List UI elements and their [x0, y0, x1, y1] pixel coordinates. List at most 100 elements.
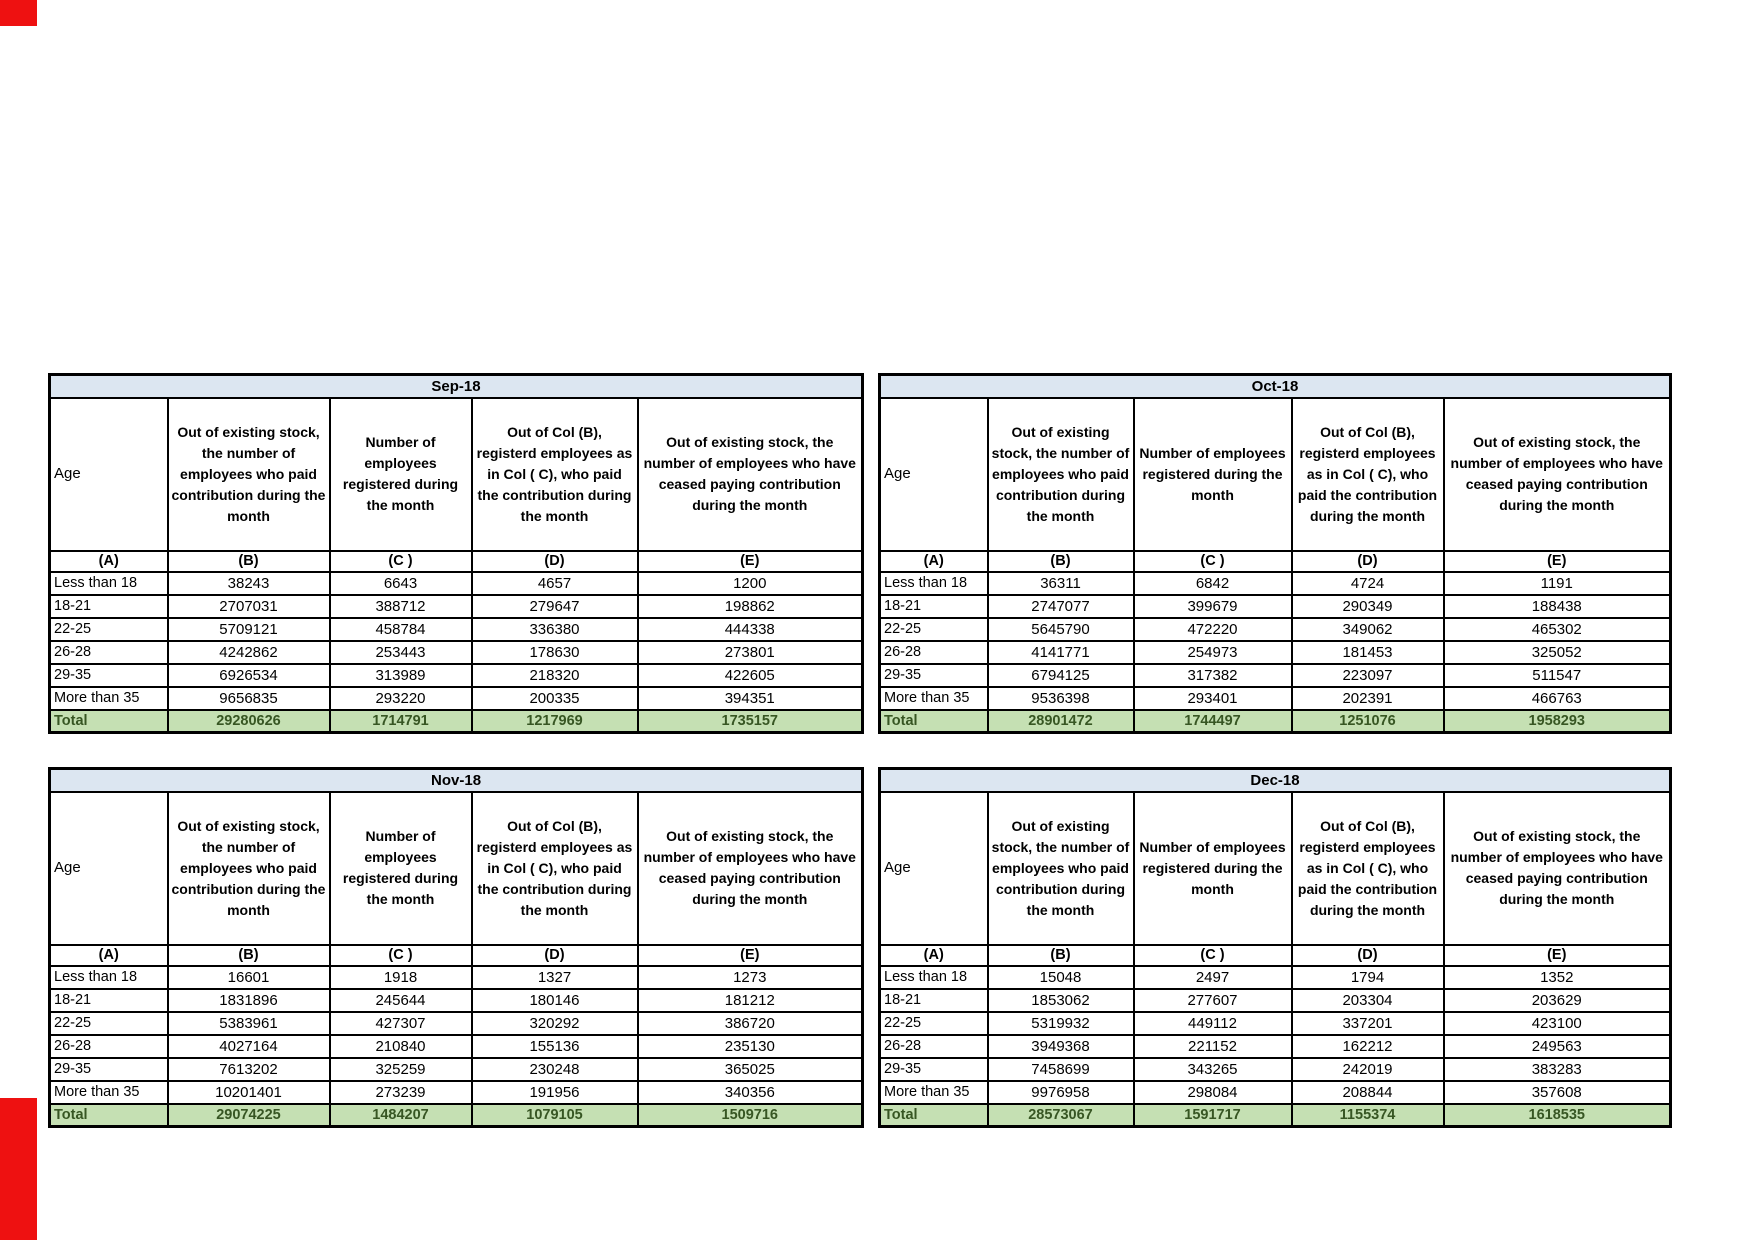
value-cell: 5383961 [166, 1010, 331, 1036]
month-title: Dec-18 [878, 767, 1672, 793]
table-row: Less than 18 36311 6842 4724 1191 [878, 570, 1672, 596]
table-row: 22-25 5709121 458784 336380 444338 [48, 616, 864, 642]
column-header: Number of employees registered during th… [328, 396, 473, 552]
value-cell: 340356 [636, 1079, 864, 1105]
value-cell: 249563 [1442, 1033, 1672, 1059]
table-row: More than 35 9656835 293220 200335 394351 [48, 685, 864, 711]
column-letter: (D) [1290, 549, 1445, 573]
value-cell: 2747077 [986, 593, 1135, 619]
column-letter: (B) [166, 549, 331, 573]
age-label: More than 35 [48, 1079, 169, 1105]
age-column-header: Age [48, 396, 169, 552]
value-cell: 1831896 [166, 987, 331, 1013]
age-label: 18-21 [878, 987, 989, 1013]
column-letter: (C ) [1132, 549, 1293, 573]
value-cell: 230248 [470, 1056, 639, 1082]
value-cell: 9536398 [986, 685, 1135, 711]
table-row: 22-25 5383961 427307 320292 386720 [48, 1010, 864, 1036]
value-cell: 465302 [1442, 616, 1672, 642]
value-cell: 16601 [166, 964, 331, 990]
value-cell: 235130 [636, 1033, 864, 1059]
red-bar-bottom-left [0, 1098, 37, 1240]
value-cell: 221152 [1132, 1033, 1293, 1059]
value-cell: 253443 [328, 639, 473, 665]
value-cell: 218320 [470, 662, 639, 688]
age-label: 29-35 [878, 1056, 989, 1082]
month-table: Nov-18 Age Out of existing stock, the num… [48, 767, 865, 1128]
total-label: Total [48, 1102, 169, 1128]
age-label: 26-28 [878, 1033, 989, 1059]
value-cell: 293401 [1132, 685, 1293, 711]
value-cell: 5319932 [986, 1010, 1135, 1036]
table-row: 26-28 4242862 253443 178630 273801 [48, 639, 864, 665]
value-cell: 511547 [1442, 662, 1672, 688]
table-row: More than 35 9536398 293401 202391 466763 [878, 685, 1672, 711]
column-letter: (D) [1290, 943, 1445, 967]
age-label: More than 35 [878, 1079, 989, 1105]
age-column-header: Age [48, 790, 169, 946]
value-cell: 1352 [1442, 964, 1672, 990]
column-letter: (A) [48, 549, 169, 573]
column-header: Out of Col (B), registerd employees as i… [470, 790, 639, 946]
value-cell: 181453 [1290, 639, 1445, 665]
age-label: 18-21 [48, 987, 169, 1013]
value-cell: 349062 [1290, 616, 1445, 642]
value-cell: 3949368 [986, 1033, 1135, 1059]
value-cell: 394351 [636, 685, 864, 711]
value-cell: 6842 [1132, 570, 1293, 596]
total-value-cell: 1735157 [636, 708, 864, 734]
value-cell: 444338 [636, 616, 864, 642]
value-cell: 336380 [470, 616, 639, 642]
value-cell: 1918 [328, 964, 473, 990]
column-letter: (E) [1442, 943, 1672, 967]
red-bar-top-left [0, 0, 37, 26]
total-row: Total 28901472 1744497 1251076 1958293 [878, 708, 1672, 734]
table-row: 22-25 5319932 449112 337201 423100 [878, 1010, 1672, 1036]
column-letter: (A) [878, 943, 989, 967]
column-header: Out of existing stock, the number of emp… [166, 790, 331, 946]
value-cell: 290349 [1290, 593, 1445, 619]
value-cell: 357608 [1442, 1079, 1672, 1105]
value-cell: 273801 [636, 639, 864, 665]
age-label: 29-35 [48, 1056, 169, 1082]
column-letter: (C ) [328, 549, 473, 573]
total-label: Total [878, 1102, 989, 1128]
value-cell: 6926534 [166, 662, 331, 688]
value-cell: 4141771 [986, 639, 1135, 665]
total-row: Total 28573067 1591717 1155374 1618535 [878, 1102, 1672, 1128]
age-label: 22-25 [48, 616, 169, 642]
value-cell: 198862 [636, 593, 864, 619]
value-cell: 293220 [328, 685, 473, 711]
value-cell: 317382 [1132, 662, 1293, 688]
value-cell: 9976958 [986, 1079, 1135, 1105]
total-value-cell: 1958293 [1442, 708, 1672, 734]
value-cell: 4027164 [166, 1033, 331, 1059]
value-cell: 388712 [328, 593, 473, 619]
total-value-cell: 1251076 [1290, 708, 1445, 734]
value-cell: 399679 [1132, 593, 1293, 619]
column-header: Out of existing stock, the number of emp… [166, 396, 331, 552]
value-cell: 6643 [328, 570, 473, 596]
column-header: Out of existing stock, the number of emp… [1442, 790, 1672, 946]
value-cell: 449112 [1132, 1010, 1293, 1036]
table-row: 29-35 7458699 343265 242019 383283 [878, 1056, 1672, 1082]
total-value-cell: 29280626 [166, 708, 331, 734]
age-label: 29-35 [48, 662, 169, 688]
value-cell: 191956 [470, 1079, 639, 1105]
column-letter: (D) [470, 549, 639, 573]
age-label: 26-28 [878, 639, 989, 665]
month-title: Oct-18 [878, 373, 1672, 399]
value-cell: 1853062 [986, 987, 1135, 1013]
total-value-cell: 1714791 [328, 708, 473, 734]
column-header: Out of existing stock, the number of emp… [1442, 396, 1672, 552]
column-header: Out of Col (B), registerd employees as i… [1290, 396, 1445, 552]
column-letter: (B) [166, 943, 331, 967]
total-value-cell: 1744497 [1132, 708, 1293, 734]
month-table: Oct-18 Age Out of existing stock, the num… [878, 373, 1672, 734]
value-cell: 36311 [986, 570, 1135, 596]
value-cell: 38243 [166, 570, 331, 596]
column-header: Number of employees registered during th… [1132, 396, 1293, 552]
column-letter: (E) [1442, 549, 1672, 573]
value-cell: 383283 [1442, 1056, 1672, 1082]
age-label: Less than 18 [48, 570, 169, 596]
